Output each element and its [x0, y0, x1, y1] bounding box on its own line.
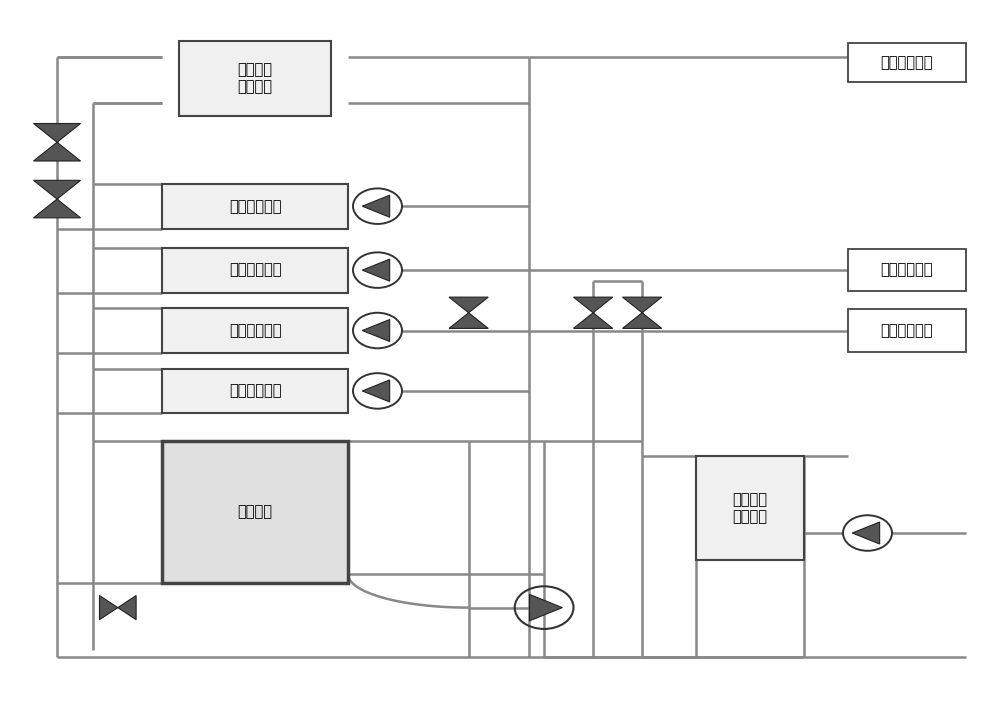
Bar [848, 249, 966, 291]
Text: 第三工作单元: 第三工作单元 [880, 323, 933, 338]
Polygon shape [449, 312, 488, 328]
Text: 第二蒸发单元: 第二蒸发单元 [229, 384, 281, 399]
Polygon shape [530, 594, 562, 621]
Polygon shape [362, 380, 390, 402]
Bar [162, 368, 348, 413]
Polygon shape [34, 199, 81, 218]
Text: 第二工作单元: 第二工作单元 [880, 55, 933, 70]
Bar [162, 248, 348, 292]
Text: 第二板式
换热单元: 第二板式 换热单元 [238, 62, 272, 94]
Polygon shape [574, 297, 613, 312]
Bar [848, 309, 966, 352]
Polygon shape [362, 195, 390, 218]
Polygon shape [622, 312, 662, 328]
Polygon shape [34, 142, 81, 161]
Polygon shape [34, 181, 81, 199]
Polygon shape [574, 312, 613, 328]
Text: 第一蒸发单元: 第一蒸发单元 [229, 323, 281, 338]
Text: 第一工作单元: 第一工作单元 [880, 262, 933, 278]
Polygon shape [118, 595, 136, 620]
Bar [848, 43, 966, 82]
Bar [696, 456, 804, 560]
Polygon shape [622, 297, 662, 312]
Bar [162, 184, 348, 228]
Text: 第一冷凝单元: 第一冷凝单元 [229, 262, 281, 278]
Bar [179, 41, 331, 115]
Text: 第二冷凝单元: 第二冷凝单元 [229, 199, 281, 214]
Text: 蓄能单元: 蓄能单元 [238, 504, 272, 519]
Polygon shape [362, 320, 390, 341]
Polygon shape [449, 297, 488, 312]
Polygon shape [852, 522, 880, 544]
Bar [162, 308, 348, 353]
Polygon shape [99, 595, 118, 620]
Polygon shape [362, 259, 390, 281]
Polygon shape [34, 123, 81, 142]
Bar [162, 441, 348, 583]
Text: 第一板式
换热单元: 第一板式 换热单元 [732, 492, 767, 524]
